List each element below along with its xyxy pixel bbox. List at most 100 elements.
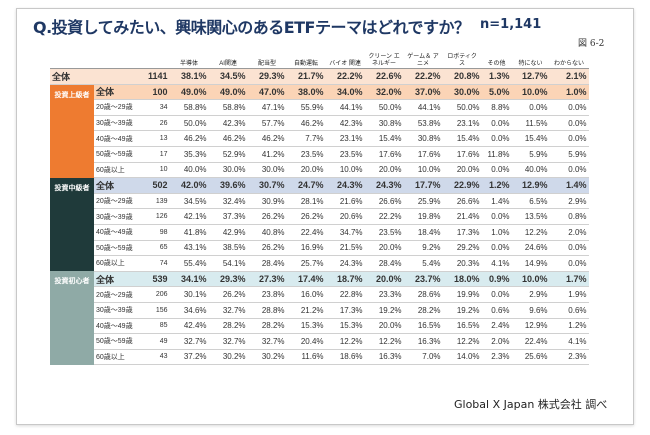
table-row: 40歳～49歳 13 46.2% 46.2% 46.2% 7.7% 23.1% 15.4% 30… [50, 130, 589, 147]
percent-cell: 17.3% [325, 302, 365, 319]
column-header: ゲーム＆ アニメ [403, 48, 443, 69]
percent-cell: 38.1% [169, 68, 209, 85]
column-header [146, 48, 170, 69]
percent-cell: 32.7% [247, 333, 287, 350]
percent-cell: 0.0% [481, 115, 512, 132]
percent-cell: 0.0% [481, 240, 512, 257]
percent-cell: 2.0% [549, 224, 589, 241]
table-row: 20歳～29歳 34 58.8% 58.8% 47.1% 55.9% 44.1% 50.0% 4… [50, 99, 589, 116]
percent-cell: 28.1% [286, 193, 326, 210]
percent-cell: 46.2% [208, 130, 248, 147]
percent-cell: 16.0% [286, 286, 326, 303]
percent-cell: 58.8% [169, 99, 209, 116]
percent-cell: 10.0% [325, 162, 365, 179]
percent-cell: 40.0% [169, 162, 209, 179]
percent-cell: 0.0% [549, 115, 589, 132]
column-header: 配当型 [247, 48, 287, 69]
percent-cell: 23.1% [442, 115, 482, 132]
percent-cell: 17.6% [403, 146, 443, 163]
percent-cell: 34.5% [169, 193, 209, 210]
percent-cell: 32.0% [364, 84, 404, 101]
results-table: 半導体 AI関連 配当型 自動運転 バイオ 関連 クリーン エネルギー ゲーム＆ アニメ ロボ… [50, 48, 589, 366]
figure-label: 図 6-2 [578, 39, 605, 49]
respondent-count: 502 [146, 177, 170, 194]
percent-cell: 47.0% [247, 84, 287, 101]
age-group-label: 60歳以上 [94, 162, 146, 179]
percent-cell: 2.3% [549, 349, 589, 366]
percent-cell: 1.4% [549, 177, 589, 194]
percent-cell: 16.5% [403, 318, 443, 335]
percent-cell: 20.3% [442, 255, 482, 272]
respondent-count: 1141 [146, 68, 170, 85]
percent-cell: 11.6% [286, 349, 326, 366]
percent-cell: 13.5% [511, 208, 550, 225]
percent-cell: 26.6% [442, 193, 482, 210]
segment-total-label: 全体 [94, 271, 146, 288]
percent-cell: 17.6% [364, 146, 404, 163]
age-group-label: 60歳以上 [94, 255, 146, 272]
percent-cell: 26.2% [247, 208, 287, 225]
table-row: 50歳～59歳 49 32.7% 32.7% 32.7% 20.4% 12.2% 12.2% 1… [50, 333, 589, 350]
segment-total-row: 投資上級者 全体 100 49.0% 49.0% 47.0% 38.0% 34.0% 32.0%… [50, 84, 589, 178]
age-group-label: 30歳～39歳 [94, 302, 146, 319]
percent-cell: 35.3% [169, 146, 209, 163]
percent-cell: 7.0% [403, 349, 443, 366]
percent-cell: 32.7% [169, 333, 209, 350]
percent-cell: 28.4% [364, 255, 404, 272]
percent-cell: 28.6% [403, 286, 443, 303]
percent-cell: 1.3% [481, 68, 512, 85]
percent-cell: 44.1% [325, 99, 365, 116]
percent-cell: 20.4% [286, 333, 326, 350]
percent-cell: 50.0% [442, 99, 482, 116]
percent-cell: 32.7% [208, 333, 248, 350]
percent-cell: 20.0% [364, 318, 404, 335]
percent-cell: 18.4% [403, 224, 443, 241]
percent-cell: 28.2% [403, 302, 443, 319]
percent-cell: 0.0% [511, 99, 550, 116]
respondent-count: 65 [146, 240, 170, 257]
percent-cell: 21.2% [286, 302, 326, 319]
percent-cell: 55.9% [286, 99, 326, 116]
percent-cell: 0.6% [549, 302, 589, 319]
respondent-count: 126 [146, 208, 170, 225]
column-header: バイオ 関連 [325, 48, 365, 69]
percent-cell: 0.0% [549, 255, 589, 272]
percent-cell: 42.3% [208, 115, 248, 132]
percent-cell: 42.3% [325, 115, 365, 132]
percent-cell: 14.9% [511, 255, 550, 272]
percent-cell: 37.2% [169, 349, 209, 366]
percent-cell: 39.6% [208, 177, 248, 194]
percent-cell: 50.0% [364, 99, 404, 116]
table-body: 半導体 AI関連 配当型 自動運転 バイオ 関連 クリーン エネルギー ゲーム＆ アニメ ロボ… [50, 48, 589, 366]
percent-cell: 43.1% [169, 240, 209, 257]
respondent-count: 43 [146, 349, 170, 366]
percent-cell: 0.0% [481, 208, 512, 225]
age-group-label: 30歳～39歳 [94, 208, 146, 225]
percent-cell: 22.2% [364, 208, 404, 225]
percent-cell: 34.7% [325, 224, 365, 241]
percent-cell: 55.4% [169, 255, 209, 272]
percent-cell: 23.5% [325, 146, 365, 163]
percent-cell: 2.0% [481, 333, 512, 350]
percent-cell: 0.0% [549, 240, 589, 257]
column-header: AI関連 [208, 48, 248, 69]
percent-cell: 24.6% [511, 240, 550, 257]
percent-cell: 11.8% [481, 146, 512, 163]
percent-cell: 20.0% [286, 162, 326, 179]
percent-cell: 11.5% [511, 115, 550, 132]
percent-cell: 21.7% [286, 68, 326, 85]
percent-cell: 25.9% [403, 193, 443, 210]
percent-cell: 4.1% [549, 333, 589, 350]
respondent-count: 74 [146, 255, 170, 272]
table-row: 20歳～29歳 206 30.1% 26.2% 23.8% 16.0% 22.8% 23.3%… [50, 286, 589, 303]
percent-cell: 22.2% [325, 68, 365, 85]
age-group-label: 20歳～29歳 [94, 193, 146, 210]
percent-cell: 37.0% [403, 84, 443, 101]
percent-cell: 29.3% [247, 68, 287, 85]
percent-cell: 1.4% [481, 193, 512, 210]
percent-cell: 42.0% [169, 177, 209, 194]
percent-cell: 30.8% [364, 115, 404, 132]
percent-cell: 10.0% [511, 84, 550, 101]
page-title: Q.投資してみたい、興味関心のあるETFテーマはどれですか？ [33, 18, 470, 37]
percent-cell: 1.2% [481, 177, 512, 194]
